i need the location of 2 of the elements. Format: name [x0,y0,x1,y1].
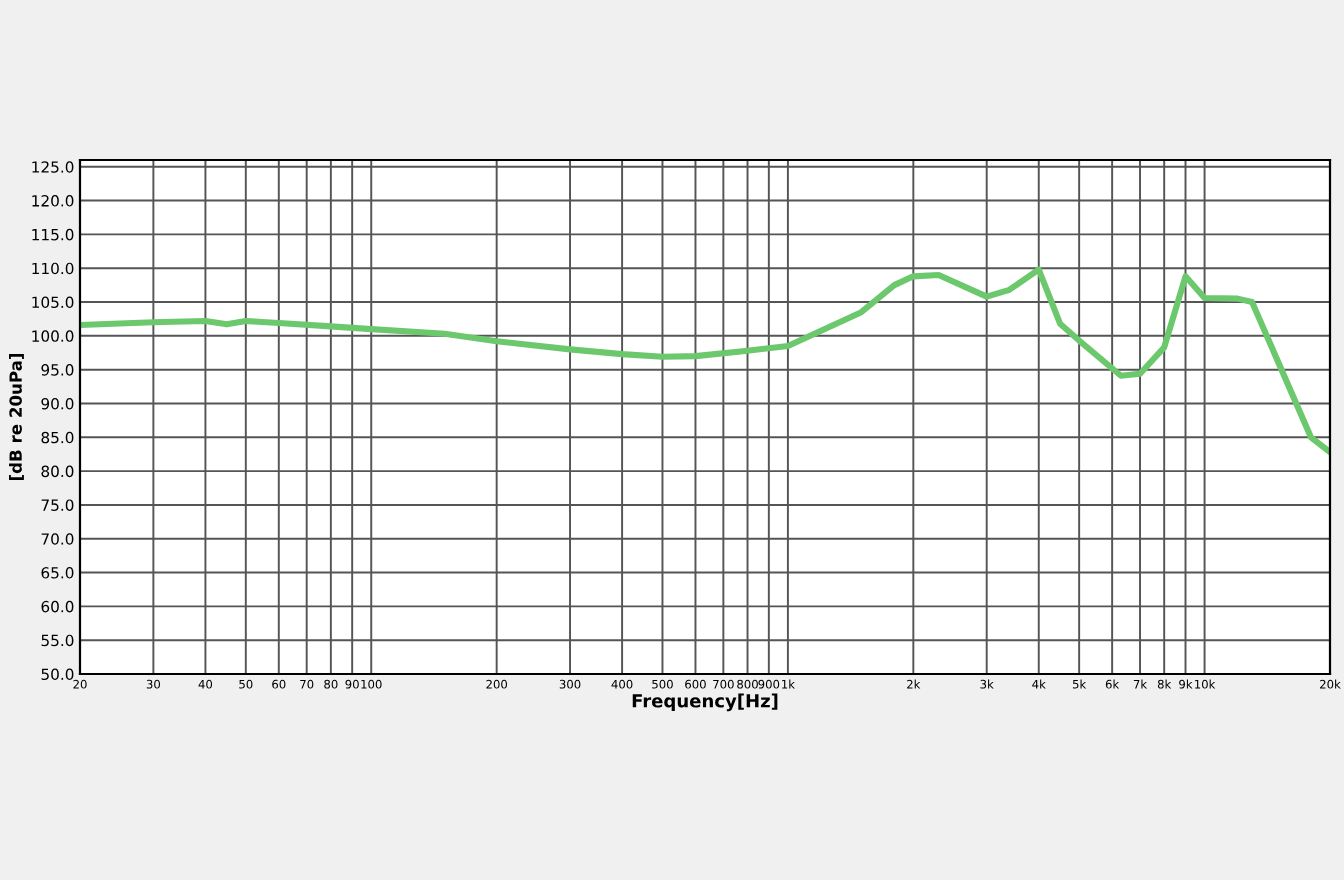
x-axis-title: Frequency[Hz] [632,693,778,712]
y-axis-title: [dB re 20uPa] [9,353,24,481]
